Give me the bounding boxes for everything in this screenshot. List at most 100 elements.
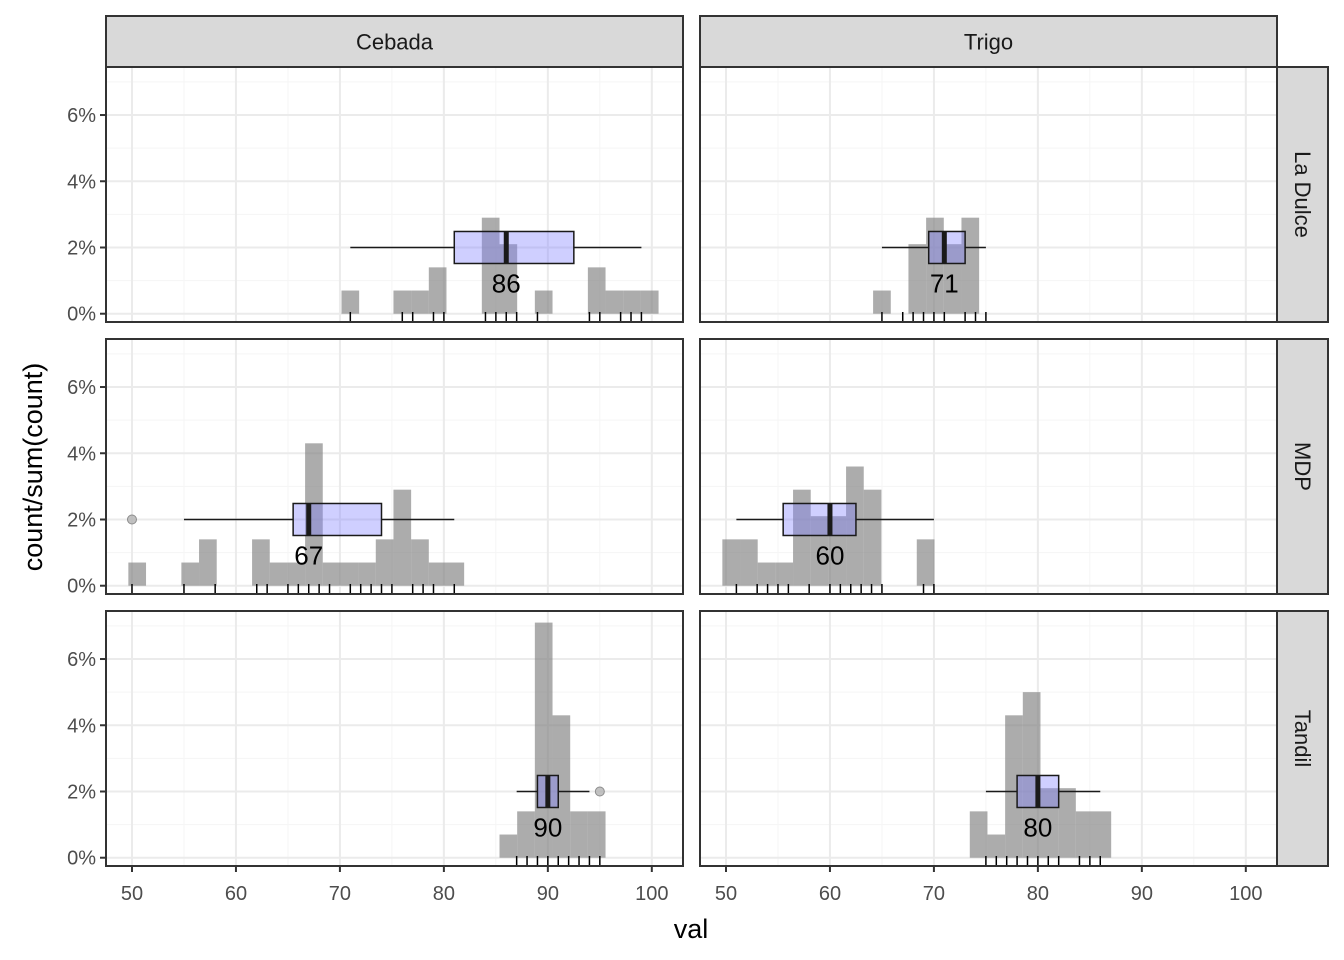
x-tick-label: 60 xyxy=(819,883,841,905)
histogram-bar xyxy=(499,834,518,858)
median-label: 60 xyxy=(815,540,844,570)
histogram-bar xyxy=(1093,811,1112,858)
histogram-bar xyxy=(411,290,429,314)
histogram-bar xyxy=(287,562,306,586)
histogram-bar xyxy=(481,217,500,314)
histogram-bar xyxy=(1040,788,1059,858)
strip-label-la-dulce: La Dulce xyxy=(1290,151,1315,238)
strip-cebada xyxy=(105,15,684,68)
panel-background xyxy=(700,611,1277,866)
x-tick-label: 80 xyxy=(1027,883,1049,905)
median-label: 67 xyxy=(294,540,323,570)
histogram-bar xyxy=(640,290,659,314)
histogram-bar xyxy=(623,290,641,314)
panel-border xyxy=(105,610,684,867)
x-tick-label: 50 xyxy=(715,883,737,905)
panel-cebada-la-dulce: 86 xyxy=(105,66,684,323)
histogram-bar xyxy=(252,539,270,586)
histogram-bar xyxy=(775,562,794,586)
y-tick-label: 0% xyxy=(67,304,96,326)
histogram-bar xyxy=(570,811,588,858)
panel-background xyxy=(700,339,1277,594)
histogram-bar xyxy=(181,562,200,586)
x-tick-label: 70 xyxy=(329,883,351,905)
histogram-bar xyxy=(987,834,1006,858)
box-iqr xyxy=(782,502,857,537)
x-tick-label: 60 xyxy=(225,883,247,905)
panel-background xyxy=(106,67,683,322)
y-tick-label: 2% xyxy=(67,237,96,259)
histogram-bar xyxy=(1058,788,1076,858)
histogram-bar xyxy=(587,811,606,858)
histogram-bar xyxy=(305,443,323,586)
histogram-bar xyxy=(428,562,447,586)
histogram-bar xyxy=(943,244,962,314)
histogram-bar xyxy=(961,217,980,314)
y-tick-label: 2% xyxy=(67,509,96,531)
histogram-bar xyxy=(605,290,624,314)
median-label: 90 xyxy=(533,812,562,842)
histogram-bar xyxy=(446,562,465,586)
histogram-bar xyxy=(128,562,147,586)
histogram-bar xyxy=(411,539,429,586)
outlier-point xyxy=(594,786,605,797)
histogram-bar xyxy=(828,516,847,586)
histogram-bar xyxy=(269,562,288,586)
histogram-bar xyxy=(757,562,776,586)
y-tick-label: 4% xyxy=(67,715,96,737)
strip-label-cebada: Cebada xyxy=(356,30,434,55)
histogram-bar xyxy=(810,516,829,586)
x-axis-title: val xyxy=(674,914,709,944)
histogram-bar xyxy=(552,715,571,858)
panels-layer: 86 71 67 60 90 80 xyxy=(105,66,1278,867)
histogram-bar xyxy=(517,811,535,858)
x-tick-label: 80 xyxy=(433,883,455,905)
histogram-bar xyxy=(340,562,359,586)
histogram-bar xyxy=(969,811,988,858)
strip-la-dulce xyxy=(1276,66,1329,323)
histogram-bar xyxy=(740,539,758,586)
histogram-bar xyxy=(322,562,341,586)
histogram-bar xyxy=(1005,715,1023,858)
histogram-bar xyxy=(916,539,935,586)
panel-trigo-tandil: 80 xyxy=(699,610,1278,867)
histogram-bar xyxy=(534,290,553,314)
strip-trigo xyxy=(699,15,1278,68)
x-tick-label: 50 xyxy=(121,883,143,905)
x-tick-label: 90 xyxy=(1131,883,1153,905)
box-iqr xyxy=(453,230,575,265)
histogram-bar xyxy=(341,290,360,314)
y-tick-label: 0% xyxy=(67,848,96,870)
y-axis-title: count/sum(count) xyxy=(18,363,48,572)
histogram-bar xyxy=(587,267,606,314)
y-tick-label: 4% xyxy=(67,443,96,465)
histogram-bar xyxy=(199,539,217,586)
panel-trigo-mdp: 60 xyxy=(699,338,1278,595)
histogram-bar xyxy=(393,489,412,586)
median-label: 71 xyxy=(930,268,959,298)
median-label: 86 xyxy=(492,268,521,298)
y-tick-label: 6% xyxy=(67,649,96,671)
outlier-point xyxy=(126,514,137,525)
axes-layer: Cebada Trigo La Dulce MDP Tandil 0% 2% 4% 6% 0% 2%… xyxy=(67,15,1329,905)
histogram-bar xyxy=(908,244,927,314)
x-tick-label: 100 xyxy=(635,883,668,905)
strip-label-tandil: Tandil xyxy=(1290,710,1315,767)
panel-border xyxy=(105,338,684,595)
y-tick-label: 0% xyxy=(67,576,96,598)
y-tick-label: 4% xyxy=(67,171,96,193)
strip-label-mdp: MDP xyxy=(1290,442,1315,491)
histogram-bar xyxy=(358,562,376,586)
strip-label-trigo: Trigo xyxy=(964,30,1013,55)
histogram-bar xyxy=(863,489,882,586)
histogram-bar xyxy=(793,489,811,586)
strip-tandil xyxy=(1276,610,1329,867)
histogram-bar xyxy=(873,290,891,314)
y-tick-label: 2% xyxy=(67,781,96,803)
histogram-bar xyxy=(375,539,394,586)
panel-cebada-mdp: 67 xyxy=(105,338,684,595)
histogram-bar xyxy=(722,539,741,586)
histogram-bar xyxy=(1075,811,1094,858)
histogram-bar xyxy=(926,217,944,314)
